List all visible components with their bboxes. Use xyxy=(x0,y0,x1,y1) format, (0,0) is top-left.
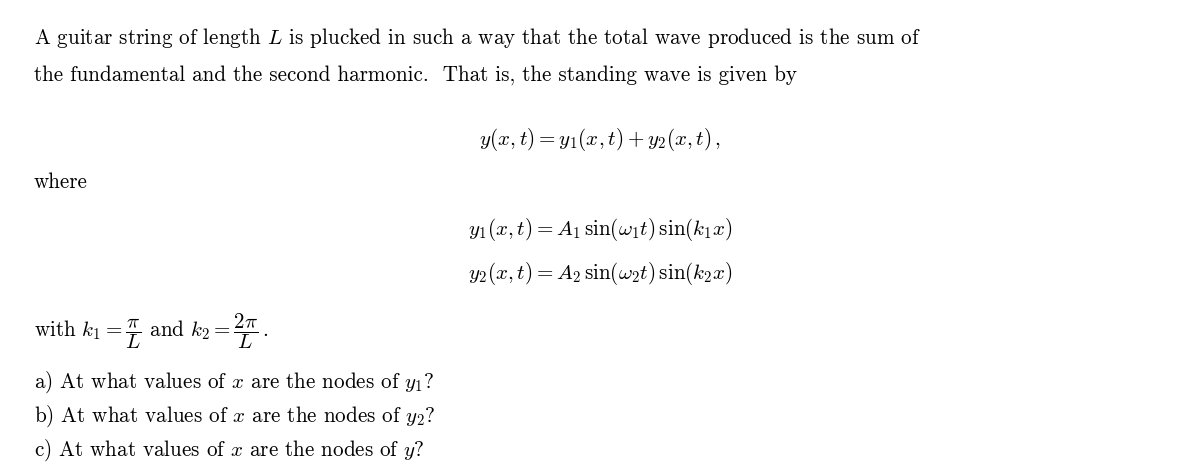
Text: with $k_1 = \dfrac{\pi}{L}$ and $k_2 = \dfrac{2\pi}{L}\,.$: with $k_1 = \dfrac{\pi}{L}$ and $k_2 = \… xyxy=(34,312,268,351)
Text: the fundamental and the second harmonic.  That is, the standing wave is given by: the fundamental and the second harmonic.… xyxy=(34,65,797,85)
Text: $y(x,t) = y_1(x,t) + y_2(x,t)\,,$: $y(x,t) = y_1(x,t) + y_2(x,t)\,,$ xyxy=(479,126,721,153)
Text: a) At what values of $x$ are the nodes of $y_1$?: a) At what values of $x$ are the nodes o… xyxy=(34,370,434,395)
Text: where: where xyxy=(34,172,88,192)
Text: A guitar string of length $L$ is plucked in such a way that the total wave produ: A guitar string of length $L$ is plucked… xyxy=(34,26,920,50)
Text: $y_2(x,t) = A_2\,\sin(\omega_2 t)\,\sin(k_2 x)$: $y_2(x,t) = A_2\,\sin(\omega_2 t)\,\sin(… xyxy=(468,260,732,287)
Text: $y_1(x,t) = A_1\,\sin(\omega_1 t)\,\sin(k_1 x)$: $y_1(x,t) = A_1\,\sin(\omega_1 t)\,\sin(… xyxy=(468,216,732,243)
Text: c) At what values of $x$ are the nodes of $y$?: c) At what values of $x$ are the nodes o… xyxy=(34,438,424,463)
Text: b) At what values of $x$ are the nodes of $y_2$?: b) At what values of $x$ are the nodes o… xyxy=(34,404,436,429)
